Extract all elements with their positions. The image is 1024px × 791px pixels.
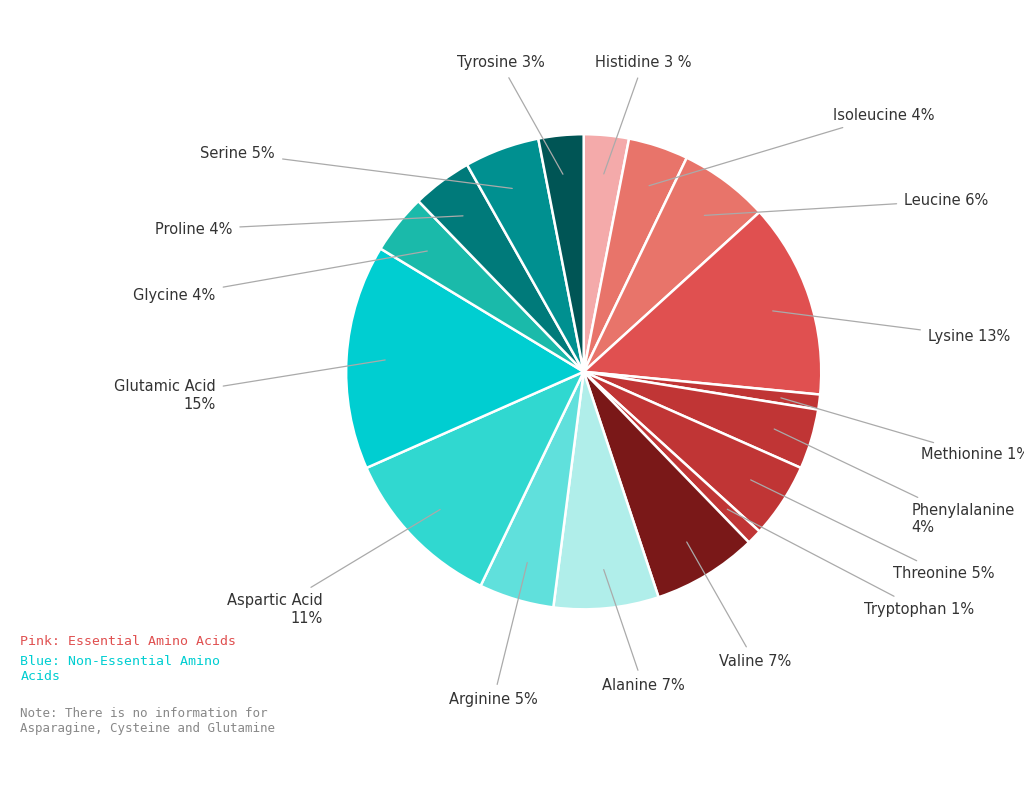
Wedge shape <box>584 372 801 532</box>
Text: Phenylalanine
4%: Phenylalanine 4% <box>774 429 1015 536</box>
Text: Valine 7%: Valine 7% <box>687 542 791 669</box>
Wedge shape <box>584 134 629 372</box>
Text: Alanine 7%: Alanine 7% <box>602 570 684 693</box>
Text: Note: There is no information for
Asparagine, Cysteine and Glutamine: Note: There is no information for Aspara… <box>20 706 275 735</box>
Text: Histidine 3 %: Histidine 3 % <box>595 55 691 174</box>
Wedge shape <box>584 138 687 372</box>
Text: Tryptophan 1%: Tryptophan 1% <box>727 509 974 617</box>
Text: Blue: Non-Essential Amino
Acids: Blue: Non-Essential Amino Acids <box>20 655 220 683</box>
Text: Isoleucine 4%: Isoleucine 4% <box>649 108 935 186</box>
Text: Lysine 13%: Lysine 13% <box>773 311 1011 343</box>
Text: Methionine 1%: Methionine 1% <box>781 398 1024 463</box>
Wedge shape <box>584 157 760 372</box>
Wedge shape <box>419 165 584 372</box>
Wedge shape <box>367 372 584 586</box>
Text: Leucine 6%: Leucine 6% <box>705 193 988 215</box>
Wedge shape <box>346 248 584 468</box>
Wedge shape <box>584 372 820 410</box>
Wedge shape <box>584 372 749 597</box>
Wedge shape <box>584 372 818 468</box>
Wedge shape <box>467 138 584 372</box>
Wedge shape <box>480 372 584 607</box>
Wedge shape <box>584 212 821 395</box>
Wedge shape <box>381 201 584 372</box>
Text: Tyrosine 3%: Tyrosine 3% <box>457 55 563 174</box>
Text: Pink: Essential Amino Acids: Pink: Essential Amino Acids <box>20 634 237 648</box>
Text: Proline 4%: Proline 4% <box>155 216 463 237</box>
Text: Arginine 5%: Arginine 5% <box>450 562 538 707</box>
Text: Threonine 5%: Threonine 5% <box>751 480 994 581</box>
Text: Serine 5%: Serine 5% <box>201 146 512 188</box>
Text: Aspartic Acid
11%: Aspartic Acid 11% <box>226 509 440 626</box>
Text: Glutamic Acid
15%: Glutamic Acid 15% <box>114 360 385 412</box>
Wedge shape <box>584 372 760 543</box>
Wedge shape <box>539 134 584 372</box>
Text: Glycine 4%: Glycine 4% <box>133 251 427 303</box>
Wedge shape <box>553 372 658 609</box>
